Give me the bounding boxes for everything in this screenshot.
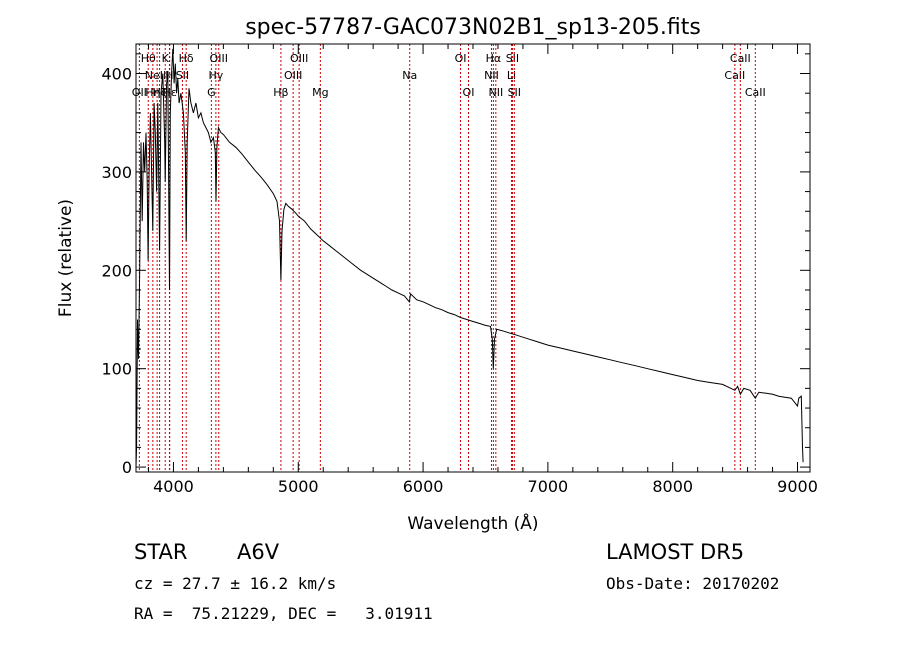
line-marker-label: Hδ xyxy=(179,52,194,65)
plot-frame xyxy=(135,43,811,473)
line-marker-label: Hθ xyxy=(141,52,156,65)
line-marker-label: SII xyxy=(506,52,519,65)
line-marker-label: OIII xyxy=(210,52,228,65)
y-tick-label: 100 xyxy=(101,360,132,379)
spectral-subclass: A6V xyxy=(237,540,280,564)
axes: 4000 5000 6000 7000 8000 9000 0 100 200 300 400 xyxy=(101,44,818,496)
object-type: STAR xyxy=(134,540,188,564)
sky-coordinates: RA = 75.21229, DEC = 3.01911 xyxy=(134,604,433,623)
line-marker-label: G xyxy=(207,86,216,99)
x-tick-label: 4000 xyxy=(153,477,194,496)
line-marker-label: NII xyxy=(484,69,499,82)
observation-date: Obs-Date: 20170202 xyxy=(606,574,780,593)
y-tick-label: 300 xyxy=(101,163,132,182)
x-tick-label: 6000 xyxy=(403,477,444,496)
line-marker-label: CaII xyxy=(745,86,766,99)
x-tick-label: 7000 xyxy=(528,477,569,496)
y-tick-label: 0 xyxy=(122,458,132,477)
line-marker-label: OI xyxy=(455,52,467,65)
redshift-value: cz = 27.7 ± 16.2 km/s xyxy=(134,574,337,593)
line-marker-label: NII xyxy=(488,86,503,99)
y-tick-label: 200 xyxy=(101,261,132,280)
line-marker-label: OI xyxy=(463,86,475,99)
y-axis-label: Flux (relative) xyxy=(56,199,76,317)
x-axis-label: Wavelength (Å) xyxy=(407,512,538,534)
survey-name: LAMOST DR5 xyxy=(606,540,745,564)
line-marker-label: Na xyxy=(402,69,417,82)
line-marker-label: OIII xyxy=(290,52,308,65)
x-tick-label: 5000 xyxy=(278,477,319,496)
line-marker-label: H xyxy=(165,69,173,82)
line-marker-label: Hβ xyxy=(273,86,288,99)
x-tick-label: 9000 xyxy=(777,477,818,496)
line-marker-label: Mg xyxy=(312,86,328,99)
line-marker-label: Hα xyxy=(486,52,502,65)
line-marker-label: Hγ xyxy=(208,69,223,82)
line-marker-label: CaII xyxy=(730,52,751,65)
chart-title: spec-57787-GAC073N02B1_sp13-205.fits xyxy=(245,15,701,40)
spectrum-line xyxy=(135,48,804,468)
line-marker-label: Hε xyxy=(163,86,177,99)
line-marker-label: K xyxy=(162,52,170,65)
spectral-line-markers: OIIHθHηNeIIIHζKHHεSIIHδGHγOIIIHβOIIIOIII… xyxy=(132,44,766,472)
y-tick-label: 400 xyxy=(101,65,132,84)
x-tick-label: 8000 xyxy=(652,477,693,496)
line-marker-label: SII xyxy=(508,86,521,99)
line-marker-label: Li xyxy=(507,69,516,82)
line-marker-label: CaII xyxy=(724,69,745,82)
line-marker-label: OIII xyxy=(284,69,302,82)
